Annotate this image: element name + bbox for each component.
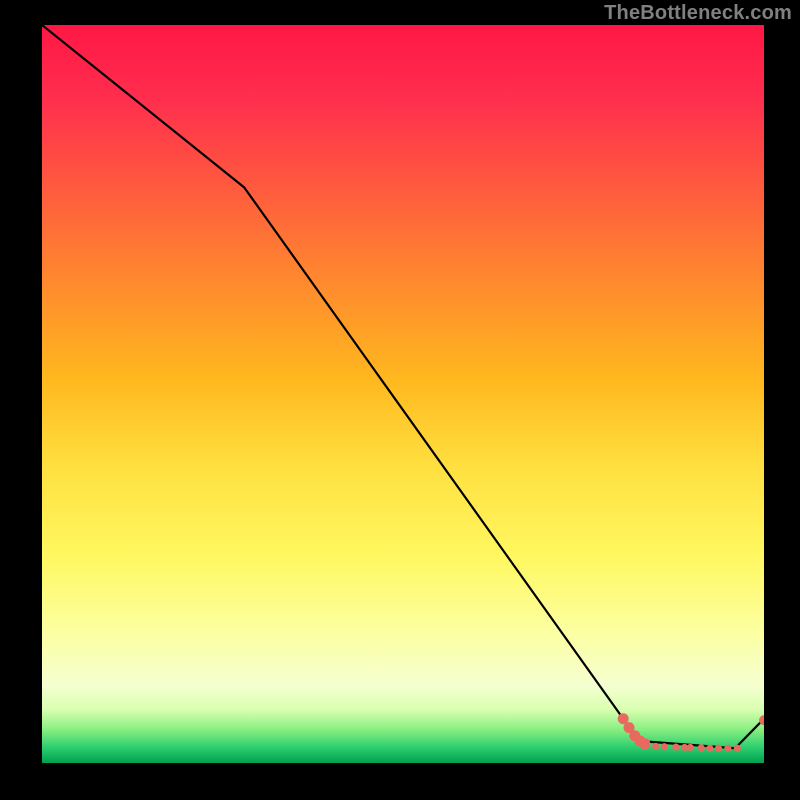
data-marker xyxy=(706,745,713,752)
data-marker xyxy=(639,738,650,749)
main-line xyxy=(42,25,764,748)
data-marker xyxy=(724,745,731,752)
data-marker xyxy=(715,745,722,752)
plot-area xyxy=(42,25,764,763)
data-marker xyxy=(672,744,679,751)
data-markers xyxy=(618,713,764,752)
data-marker xyxy=(734,745,741,752)
data-marker xyxy=(652,743,659,750)
chart-overlay xyxy=(42,25,764,763)
chart-frame: TheBottleneck.com xyxy=(0,0,800,800)
data-marker xyxy=(661,743,668,750)
watermark-text: TheBottleneck.com xyxy=(604,2,792,25)
data-marker xyxy=(698,744,705,751)
data-marker xyxy=(687,744,694,751)
